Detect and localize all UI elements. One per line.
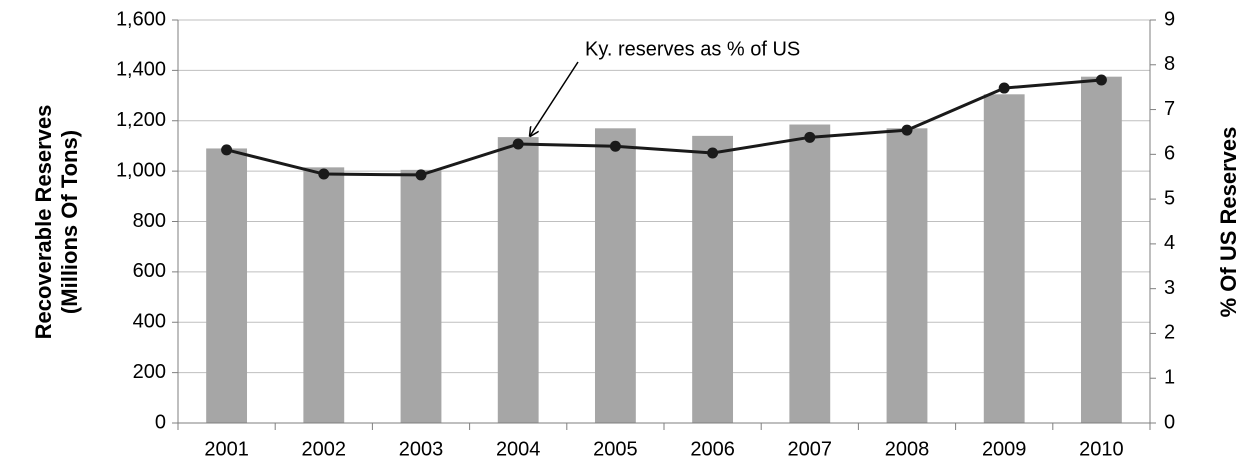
y2-tick-label: 8: [1164, 53, 1175, 75]
x-tick-label: 2010: [1079, 438, 1124, 460]
y-tick-label: 1,000: [116, 159, 166, 181]
line-point: [512, 138, 524, 150]
y-tick-label: 1,400: [116, 59, 166, 81]
annotation: Ky. reserves as % of US: [585, 38, 800, 60]
bar: [789, 124, 831, 423]
bar: [1080, 76, 1122, 423]
line: [226, 78, 1102, 177]
bar: [692, 135, 734, 424]
bar: [497, 137, 539, 423]
bar: [400, 169, 442, 423]
y2-tick-label: 2: [1164, 322, 1175, 344]
y-tick-label: 800: [133, 210, 166, 232]
y-axis-title-line: Recoverable Reserves: [31, 105, 56, 340]
y2-tick-label: 6: [1164, 143, 1175, 165]
y2-tick-label: 1: [1164, 367, 1175, 389]
bar: [886, 128, 928, 423]
y-tick-label: 1,200: [116, 109, 166, 131]
y2-tick-label: 0: [1164, 411, 1175, 433]
bar: [983, 94, 1025, 423]
line-point: [318, 168, 330, 180]
annotation-arrow: [530, 61, 579, 136]
x-tick-label: 2007: [788, 438, 833, 460]
line-point: [609, 140, 621, 152]
y2-tick-label: 3: [1164, 277, 1175, 299]
y-axis-title: Recoverable Reserves (Millions Of Tons): [31, 105, 82, 340]
x-tick-label: 2001: [204, 438, 249, 460]
x-tick-label: 2009: [982, 438, 1027, 460]
x-tick-label: 2002: [302, 438, 347, 460]
bar: [206, 148, 248, 424]
y2-tick-label: 4: [1164, 232, 1175, 254]
y2-axis-title: % Of US Reserves: [1216, 127, 1241, 318]
line-point: [707, 147, 719, 159]
x-tick-label: 2003: [399, 438, 444, 460]
y-tick-label: 0: [155, 411, 166, 433]
x-tick-label: 2005: [593, 438, 638, 460]
y-axis-title-line: (Millions Of Tons): [57, 130, 82, 314]
line-point: [1095, 74, 1107, 86]
y-tick-label: 1,600: [116, 8, 166, 30]
y2-tick-label: 7: [1164, 98, 1175, 120]
y-tick-label: 400: [133, 311, 166, 333]
line-point: [901, 124, 913, 136]
bar: [594, 128, 636, 423]
line-point: [221, 144, 233, 156]
line-point: [415, 169, 427, 181]
x-tick-label: 2006: [690, 438, 735, 460]
y2-tick-label: 5: [1164, 187, 1175, 209]
y2-tick-label: 9: [1164, 8, 1175, 30]
x-tick-label: 2008: [885, 438, 930, 460]
y-tick-label: 600: [133, 260, 166, 282]
y-tick-label: 200: [133, 361, 166, 383]
line-point: [804, 131, 816, 143]
line-point: [998, 82, 1010, 94]
bar: [303, 167, 345, 423]
x-tick-label: 2004: [496, 438, 541, 460]
